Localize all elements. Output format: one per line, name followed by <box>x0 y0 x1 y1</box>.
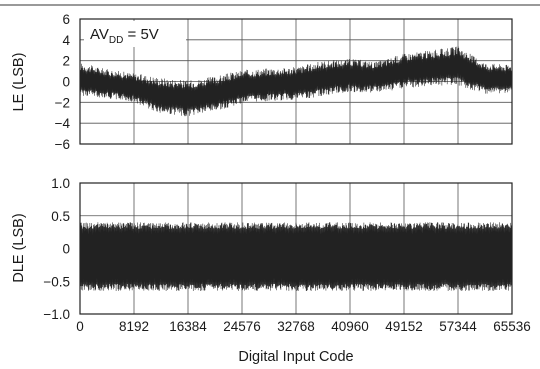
le-series-trace <box>79 46 513 117</box>
x-tick-label: 0 <box>76 319 84 334</box>
x-tick-label: 40960 <box>331 319 369 334</box>
annotation-prefix: AV <box>90 26 109 43</box>
dle-y-tick-label: 1.0 <box>51 176 70 191</box>
dle-y-tick-label: −0.5 <box>43 274 70 289</box>
le-y-tick-labels: 6 4 2 0 −2 −4 −6 <box>55 12 71 152</box>
x-tick-label: 16384 <box>169 319 207 334</box>
dle-series-trace <box>79 222 513 292</box>
dle-series-line <box>79 222 513 292</box>
annotation-subscript: DD <box>109 35 123 46</box>
annotation-label: AVDD = 5V <box>90 26 159 46</box>
le-y-tick-label: −2 <box>55 95 70 110</box>
dle-y-tick-label: 0.5 <box>51 209 70 224</box>
dle-panel: 1.0 0.5 0 −0.5 −1.0 0 8192 16384 24576 32768 4096… <box>11 176 531 365</box>
x-tick-label: 57344 <box>439 319 477 334</box>
le-y-axis-label: LE (LSB) <box>11 53 27 112</box>
le-plot-frame <box>79 18 513 145</box>
x-tick-label: 49152 <box>385 319 423 334</box>
le-annotation-box: AVDD = 5V <box>84 21 186 47</box>
le-series-line <box>79 46 513 117</box>
le-y-tick-label: 6 <box>62 12 70 27</box>
le-panel: AVDD = 5V 6 4 2 0 −2 −4 −6 LE (LSB) <box>11 12 513 152</box>
le-y-tick-label: 0 <box>62 75 70 90</box>
dle-y-tick-labels: 1.0 0.5 0 −0.5 −1.0 <box>43 176 70 322</box>
le-y-tick-label: −4 <box>55 116 71 131</box>
x-axis-label: Digital Input Code <box>238 349 353 365</box>
dle-y-tick-label: −1.0 <box>43 307 70 322</box>
x-tick-label: 8192 <box>119 319 149 334</box>
dle-y-tick-label: 0 <box>62 242 70 257</box>
x-tick-label: 24576 <box>223 319 261 334</box>
dle-plot-frame <box>79 182 513 315</box>
annotation-background <box>84 21 186 47</box>
x-tick-label: 32768 <box>277 319 315 334</box>
x-tick-label: 65536 <box>493 319 531 334</box>
annotation-suffix: = 5V <box>123 26 158 43</box>
le-y-tick-label: −6 <box>55 137 70 152</box>
dle-y-axis-label: DLE (LSB) <box>11 213 27 282</box>
le-y-tick-label: 2 <box>62 54 70 69</box>
x-tick-labels: 0 8192 16384 24576 32768 40960 49152 57344 65536 <box>76 319 531 334</box>
le-y-tick-label: 4 <box>62 33 70 48</box>
